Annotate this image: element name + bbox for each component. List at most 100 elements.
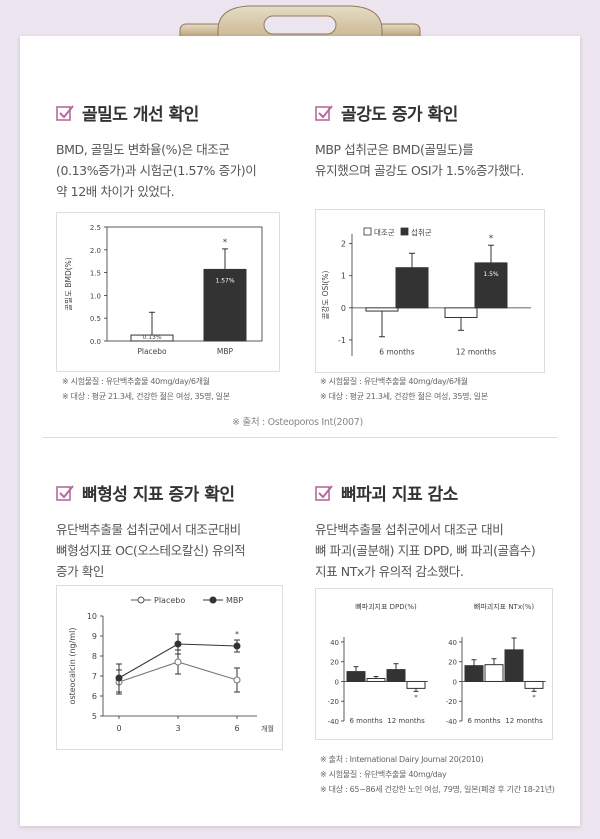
y-tick-label: 10 [87, 612, 97, 621]
desc-line: 증가 확인 [56, 564, 104, 579]
x-tick-label: 6 months [349, 717, 382, 725]
bar [406, 680, 426, 689]
desc-line: BMD, 골밀도 변화율(%)은 대조군 [56, 142, 230, 157]
x-tick-label: 12 months [505, 717, 543, 725]
data-label: 0.13% [142, 334, 161, 341]
section-title-text: 뼈형성 지표 증가 확인 [82, 485, 235, 505]
section-oc: 뼈형성 지표 증가 확인 유단백추출물 섭취군에서 대조군대비 뼈형성지표 OC… [56, 480, 311, 582]
oc-chart-panel: 5 6 7 8 9 10 0 3 6 개월 osteocalcin (ng/ml) Placebo MB… [56, 585, 283, 750]
y-tick-label: 5 [92, 712, 97, 721]
section-oc-title: 뼈형성 지표 증가 확인 [56, 480, 311, 505]
y-tick-label: 8 [92, 652, 97, 661]
checkbox-icon [56, 105, 74, 121]
y-tick-label: 0.0 [90, 338, 101, 346]
data-point [115, 674, 123, 682]
significance-marker: * [414, 693, 418, 701]
section-osi-desc: MBP 섭취군은 BMD(골밀도)를 유지했으며 골강도 OSI가 1.5%증가… [315, 139, 580, 181]
data-point [174, 640, 182, 648]
y-tick-label: -1 [338, 336, 346, 345]
y-tick-label: -20 [446, 698, 457, 706]
osi-chart-panel: -1 0 1 2 골강도 OSI(%) 대조군 섭취군 6 months 12 months 1.… [315, 209, 545, 373]
note-line: ※ 대상 : 평균 21.3세, 건강한 젊은 여성, 35명, 일본 [320, 392, 488, 401]
x-tick-label: MBP [217, 347, 234, 356]
checkbox-icon [315, 105, 333, 121]
significance-marker: * [489, 234, 494, 244]
y-tick-label: 9 [92, 632, 97, 641]
section-bmd-title: 골밀도 개선 확인 [56, 100, 306, 125]
desc-line: 유단백추출물 섭취군에서 대조군 대비 [315, 522, 504, 537]
x-tick-label: 12 months [456, 347, 496, 356]
y-tick-label: -20 [328, 698, 339, 706]
x-unit-label: 개월 [261, 724, 274, 733]
y-axis-label: 골강도 OSI(%) [320, 270, 330, 319]
significance-marker: * [532, 693, 536, 701]
section-title-text: 골밀도 개선 확인 [82, 105, 199, 125]
y-tick-label: 40 [448, 639, 457, 647]
y-tick-label: 0 [453, 678, 457, 686]
x-tick-label: Placebo [137, 347, 167, 356]
section-divider [43, 437, 557, 438]
bar [346, 671, 366, 682]
legend-marker [137, 596, 145, 604]
desc-line: 약 12배 차이가 있었다. [56, 184, 175, 199]
y-tick-label: 7 [92, 672, 97, 681]
bar [365, 307, 399, 312]
note-line: ※ 출처 : International Dairy Journal 20(20… [320, 755, 484, 764]
significance-marker: * [223, 238, 228, 248]
y-tick-label: 2.0 [90, 247, 101, 255]
desc-line: 뼈 파괴(골분해) 지표 DPD, 뼈 파괴(골흡수) [315, 543, 536, 558]
note-line: ※ 대상 : 평균 21.3세, 건강한 젊은 여성, 35명, 일본 [62, 392, 230, 401]
y-tick-label: 40 [330, 639, 339, 647]
bar [504, 649, 524, 682]
x-tick-label: 6 months [379, 347, 414, 356]
legend-label: MBP [226, 596, 243, 605]
bar [464, 665, 484, 682]
legend-swatch [400, 227, 409, 236]
y-tick-label: 1.5 [90, 270, 101, 278]
x-tick-label: 6 months [467, 717, 500, 725]
y-tick-label: 20 [448, 659, 457, 667]
chart-title: 뼈파괴지표 DPD(%) [355, 602, 417, 611]
chart-title: 뼈파괴지표 NTx(%) [474, 602, 534, 611]
bar [395, 267, 429, 309]
y-tick-label: 1.0 [90, 292, 101, 300]
section-title-text: 골강도 증가 확인 [341, 105, 458, 125]
ntx-chart: 뼈파괴지표 NTx(%) 40 20 0 -20 -40 6 months 12 months… [446, 602, 546, 726]
bar [474, 262, 508, 309]
section-title-text: 뼈파괴 지표 감소 [341, 485, 458, 505]
x-tick-label: 0 [116, 724, 121, 733]
bar [444, 307, 478, 318]
data-point [233, 676, 241, 684]
y-tick-label: 0 [341, 304, 346, 313]
desc-line: 지표 NTx가 유의적 감소했다. [315, 564, 464, 579]
legend-label: 대조군 [374, 228, 395, 237]
x-tick-label: 6 [234, 724, 239, 733]
section-ntx-desc: 유단백추출물 섭취군에서 대조군 대비 뼈 파괴(골분해) 지표 DPD, 뼈 … [315, 519, 580, 582]
bmd-notes: ※ 시험물질 : 유단백추출물 40mg/day/6개월 ※ 대상 : 평균 2… [62, 374, 230, 404]
y-axis-label: 골밀도 BMD(%) [64, 257, 73, 311]
significance-marker: * [235, 630, 239, 639]
osi-notes: ※ 시험물질 : 유단백추출물 40mg/day/6개월 ※ 대상 : 평균 2… [320, 374, 488, 404]
dpd-chart: 뼈파괴지표 DPD(%) 40 20 0 -20 -40 6 months 12 months… [328, 602, 428, 726]
bar [524, 680, 544, 689]
note-line: ※ 시험물질 : 유단백추출물 40mg/day/6개월 [320, 377, 468, 386]
section-ntx: 뼈파괴 지표 감소 유단백추출물 섭취군에서 대조군 대비 뼈 파괴(골분해) … [315, 480, 580, 582]
data-point [174, 658, 182, 666]
y-tick-label: 0.5 [90, 315, 101, 323]
legend-swatch [363, 227, 372, 236]
source-citation: ※ 출처 : Osteoporos Int(2007) [232, 417, 363, 428]
checkbox-icon [315, 485, 333, 501]
section-ntx-title: 뼈파괴 지표 감소 [315, 480, 580, 505]
desc-line: 뼈형성지표 OC(오스테오칼신) 유의적 [56, 543, 246, 558]
y-tick-label: 2 [341, 240, 346, 249]
legend-marker [209, 596, 217, 604]
x-tick-label: 3 [175, 724, 180, 733]
data-label: 1.57% [215, 277, 234, 284]
y-tick-label: 6 [92, 692, 97, 701]
section-osi-title: 골강도 증가 확인 [315, 100, 580, 125]
bmd-chart: 0.0 0.5 1.0 1.5 2.0 2.5 골밀도 BMD(%) 0.13% Placebo… [64, 224, 263, 356]
data-label: 1.5% [483, 271, 499, 278]
y-tick-label: 1 [341, 272, 346, 281]
section-osi: 골강도 증가 확인 MBP 섭취군은 BMD(골밀도)를 유지했으며 골강도 O… [315, 100, 580, 181]
section-bmd: 골밀도 개선 확인 BMD, 골밀도 변화율(%)은 대조군 (0.13%증가)… [56, 100, 306, 202]
